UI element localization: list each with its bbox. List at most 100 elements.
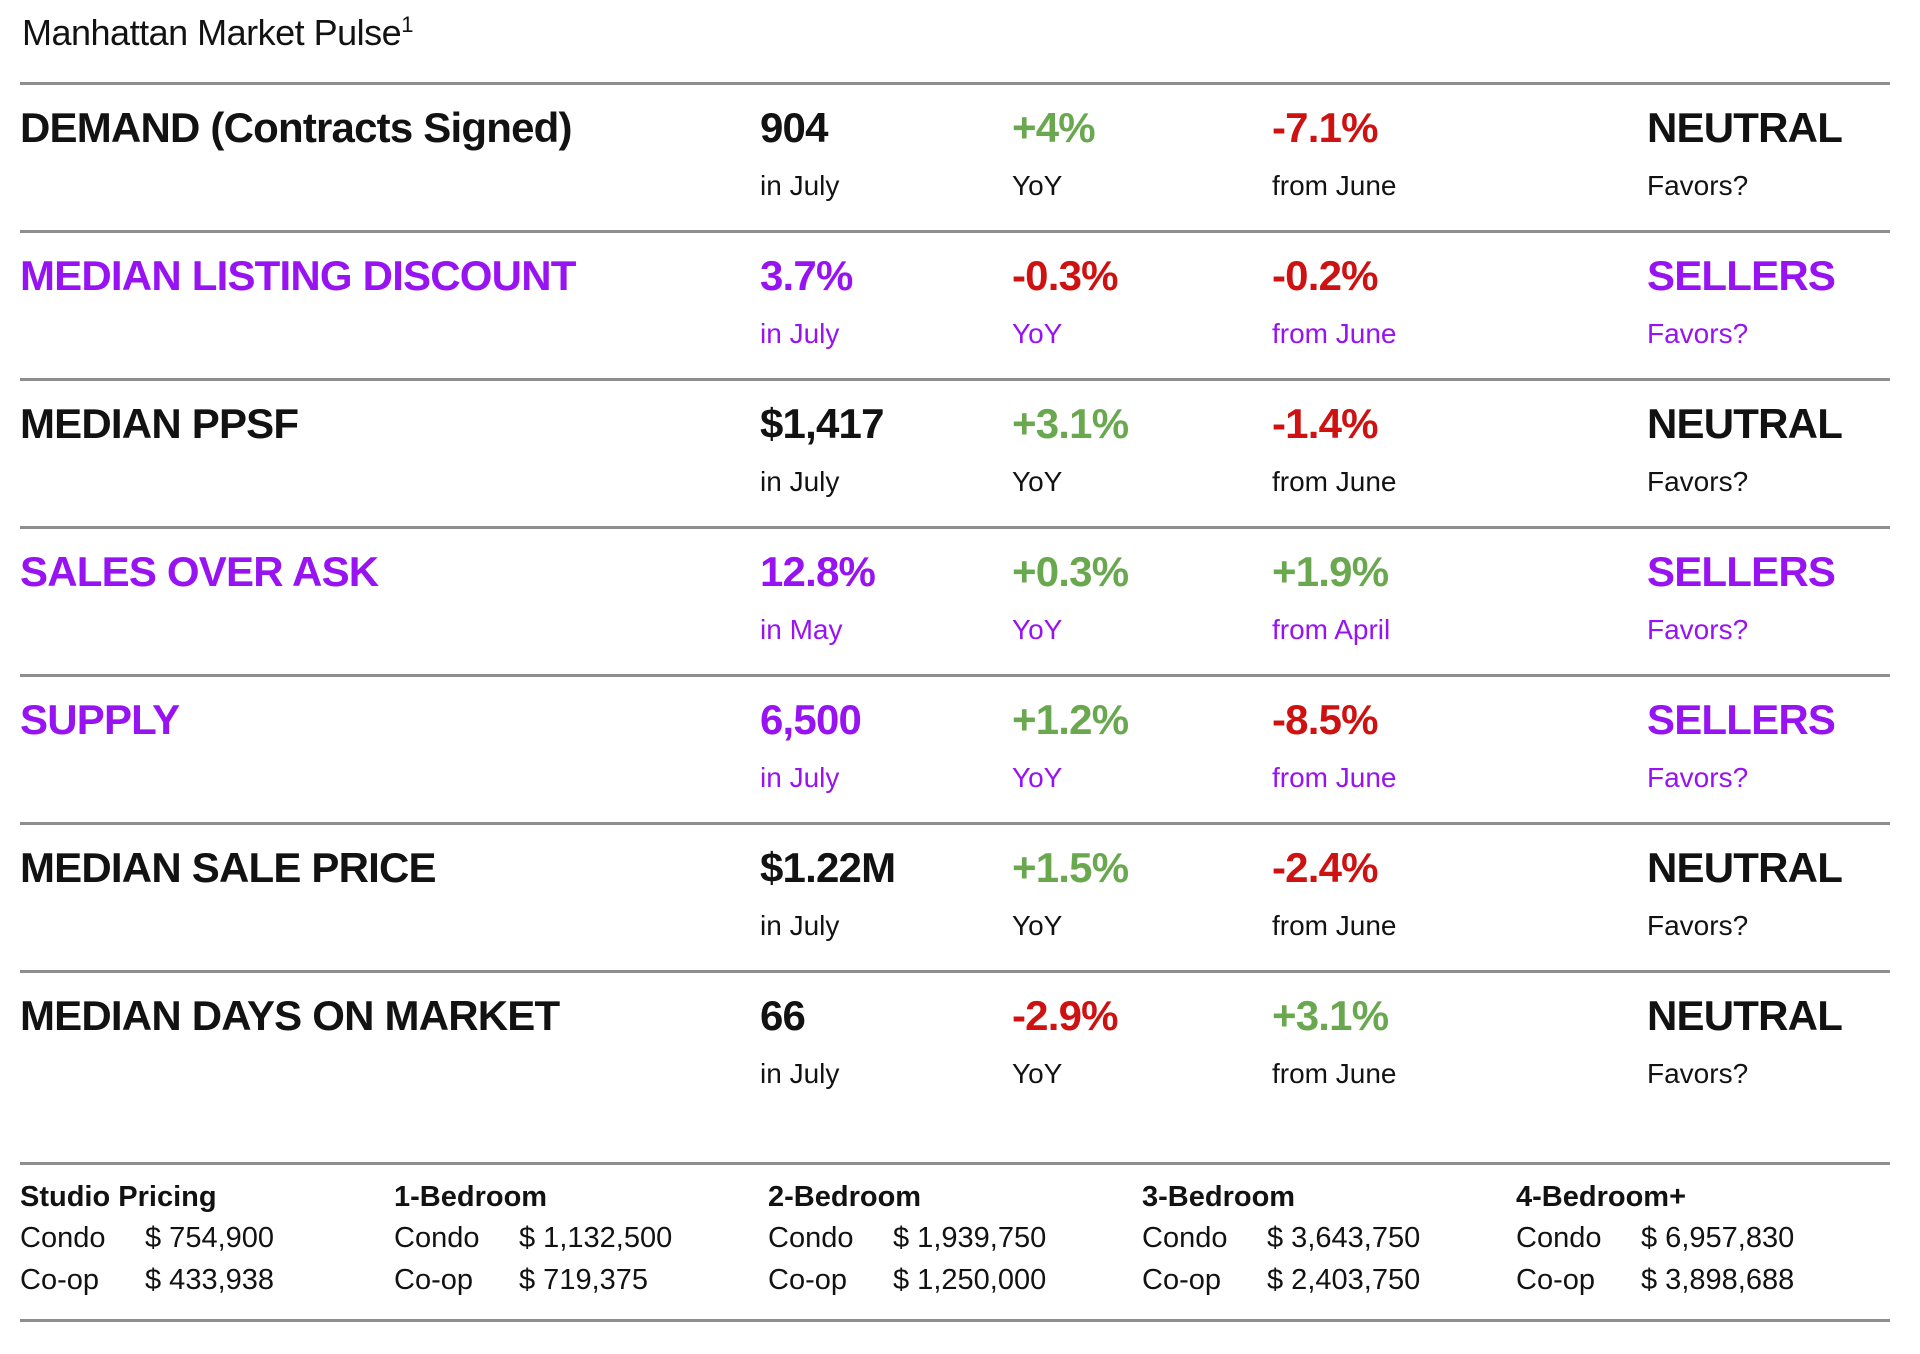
favors-caption: Favors? [1647,910,1749,941]
favors-cell: NEUTRAL Favors? [1647,401,1890,526]
mom-change: -2.4% [1272,844,1379,891]
metric-row-median-sale-price: MEDIAN SALE PRICE $1.22M in July +1.5% Y… [20,822,1890,970]
mom-caption: from June [1272,910,1397,941]
favors-value: NEUTRAL [1647,992,1843,1039]
metric-value-cell: 66 in July [760,993,1012,1118]
yoy-cell: +1.2% YoY [1012,697,1272,822]
metric-row-median-days-on-market: MEDIAN DAYS ON MARKET 66 in July -2.9% Y… [20,970,1890,1118]
pricing-group-3-bedroom: 3-Bedroom Condo $ 3,643,750 Co-op $ 2,40… [1142,1177,1516,1319]
mom-caption: from April [1272,614,1391,645]
unit-price: $ 1,939,750 [893,1222,1047,1254]
mom-change: -0.2% [1272,252,1379,299]
yoy-change: +3.1% [1012,400,1129,447]
metric-value-caption: in July [760,1058,840,1089]
yoy-change: +0.3% [1012,548,1129,595]
pricing-row-coop: Co-op $ 2,403,750 [1142,1259,1516,1301]
metric-label-cell: SALES OVER ASK [20,549,760,674]
metric-value: 6,500 [760,696,862,743]
metric-row-demand: DEMAND (Contracts Signed) 904 in July +4… [20,82,1890,230]
mom-cell: -1.4% from June [1272,401,1647,526]
metric-value-caption: in May [760,614,843,645]
metric-value-caption: in July [760,910,840,941]
yoy-cell: +4% YoY [1012,105,1272,230]
metric-row-median-ppsf: MEDIAN PPSF $1,417 in July +3.1% YoY -1.… [20,378,1890,526]
unit-price: $ 1,132,500 [519,1222,673,1254]
pricing-group-header: 2-Bedroom [768,1181,922,1213]
pricing-row-coop: Co-op $ 433,938 [20,1259,394,1301]
yoy-caption: YoY [1012,466,1063,497]
metric-row-supply: SUPPLY 6,500 in July +1.2% YoY -8.5% fro… [20,674,1890,822]
yoy-caption: YoY [1012,1058,1063,1089]
pricing-row-coop: Co-op $ 719,375 [394,1259,768,1301]
pricing-group-4-bedroom-plus: 4-Bedroom+ Condo $ 6,957,830 Co-op $ 3,8… [1516,1177,1890,1319]
pricing-row-condo: Condo $ 3,643,750 [1142,1217,1516,1259]
yoy-caption: YoY [1012,614,1063,645]
mom-cell: -8.5% from June [1272,697,1647,822]
metric-label: MEDIAN SALE PRICE [20,844,437,891]
metric-value-cell: 12.8% in May [760,549,1012,674]
yoy-change: +1.5% [1012,844,1129,891]
metric-label: MEDIAN LISTING DISCOUNT [20,252,576,299]
mom-cell: -7.1% from June [1272,105,1647,230]
favors-caption: Favors? [1647,318,1749,349]
metric-label: SALES OVER ASK [20,548,379,595]
favors-caption: Favors? [1647,614,1749,645]
unit-type-label: Co-op [1142,1264,1221,1296]
mom-change: -7.1% [1272,104,1379,151]
unit-price: $ 754,900 [145,1222,275,1254]
metric-label: DEMAND (Contracts Signed) [20,104,572,151]
mom-change: -8.5% [1272,696,1379,743]
metric-value-cell: 904 in July [760,105,1012,230]
metric-label-cell: MEDIAN LISTING DISCOUNT [20,253,760,378]
page-title: Manhattan Market Pulse1 [20,8,1890,82]
mom-cell: +1.9% from April [1272,549,1647,674]
metric-label-cell: MEDIAN SALE PRICE [20,845,760,970]
favors-caption: Favors? [1647,170,1749,201]
yoy-cell: -0.3% YoY [1012,253,1272,378]
pricing-row-coop: Co-op $ 3,898,688 [1516,1259,1890,1301]
favors-caption: Favors? [1647,762,1749,793]
unit-type-label: Co-op [1516,1264,1595,1296]
metric-label: SUPPLY [20,696,180,743]
mom-caption: from June [1272,318,1397,349]
unit-type-label: Co-op [768,1264,847,1296]
unit-price: $ 3,898,688 [1641,1264,1795,1296]
metric-value-cell: $1,417 in July [760,401,1012,526]
bedroom-pricing-table: Studio Pricing Condo $ 754,900 Co-op $ 4… [20,1162,1890,1322]
metric-label-cell: DEMAND (Contracts Signed) [20,105,760,230]
footnote-marker: 1 [401,12,413,37]
metric-value: $1.22M [760,844,896,891]
unit-type-label: Condo [1516,1222,1602,1254]
market-pulse-report: Manhattan Market Pulse1 DEMAND (Contract… [20,8,1890,1322]
metric-label-cell: MEDIAN PPSF [20,401,760,526]
mom-cell: -2.4% from June [1272,845,1647,970]
metric-value-caption: in July [760,170,840,201]
yoy-caption: YoY [1012,170,1063,201]
favors-value: NEUTRAL [1647,104,1843,151]
unit-price: $ 433,938 [145,1264,275,1296]
favors-value: SELLERS [1647,252,1836,299]
metric-value-cell: $1.22M in July [760,845,1012,970]
pricing-group-1-bedroom: 1-Bedroom Condo $ 1,132,500 Co-op $ 719,… [394,1177,768,1319]
metric-value: 12.8% [760,548,876,595]
favors-cell: SELLERS Favors? [1647,253,1890,378]
yoy-cell: +0.3% YoY [1012,549,1272,674]
unit-type-label: Condo [1142,1222,1228,1254]
metric-label: MEDIAN DAYS ON MARKET [20,992,560,1039]
yoy-caption: YoY [1012,910,1063,941]
mom-cell: -0.2% from June [1272,253,1647,378]
favors-caption: Favors? [1647,1058,1749,1089]
favors-cell: NEUTRAL Favors? [1647,993,1890,1118]
unit-type-label: Co-op [20,1264,99,1296]
favors-cell: NEUTRAL Favors? [1647,105,1890,230]
favors-value: NEUTRAL [1647,400,1843,447]
pricing-group-header: 4-Bedroom+ [1516,1181,1687,1213]
pricing-group-2-bedroom: 2-Bedroom Condo $ 1,939,750 Co-op $ 1,25… [768,1177,1142,1319]
favors-value: SELLERS [1647,548,1836,595]
yoy-change: +1.2% [1012,696,1129,743]
metric-value: 904 [760,104,828,151]
metric-value-cell: 3.7% in July [760,253,1012,378]
unit-type-label: Condo [768,1222,854,1254]
metric-value: 3.7% [760,252,853,299]
metric-value-caption: in July [760,318,840,349]
